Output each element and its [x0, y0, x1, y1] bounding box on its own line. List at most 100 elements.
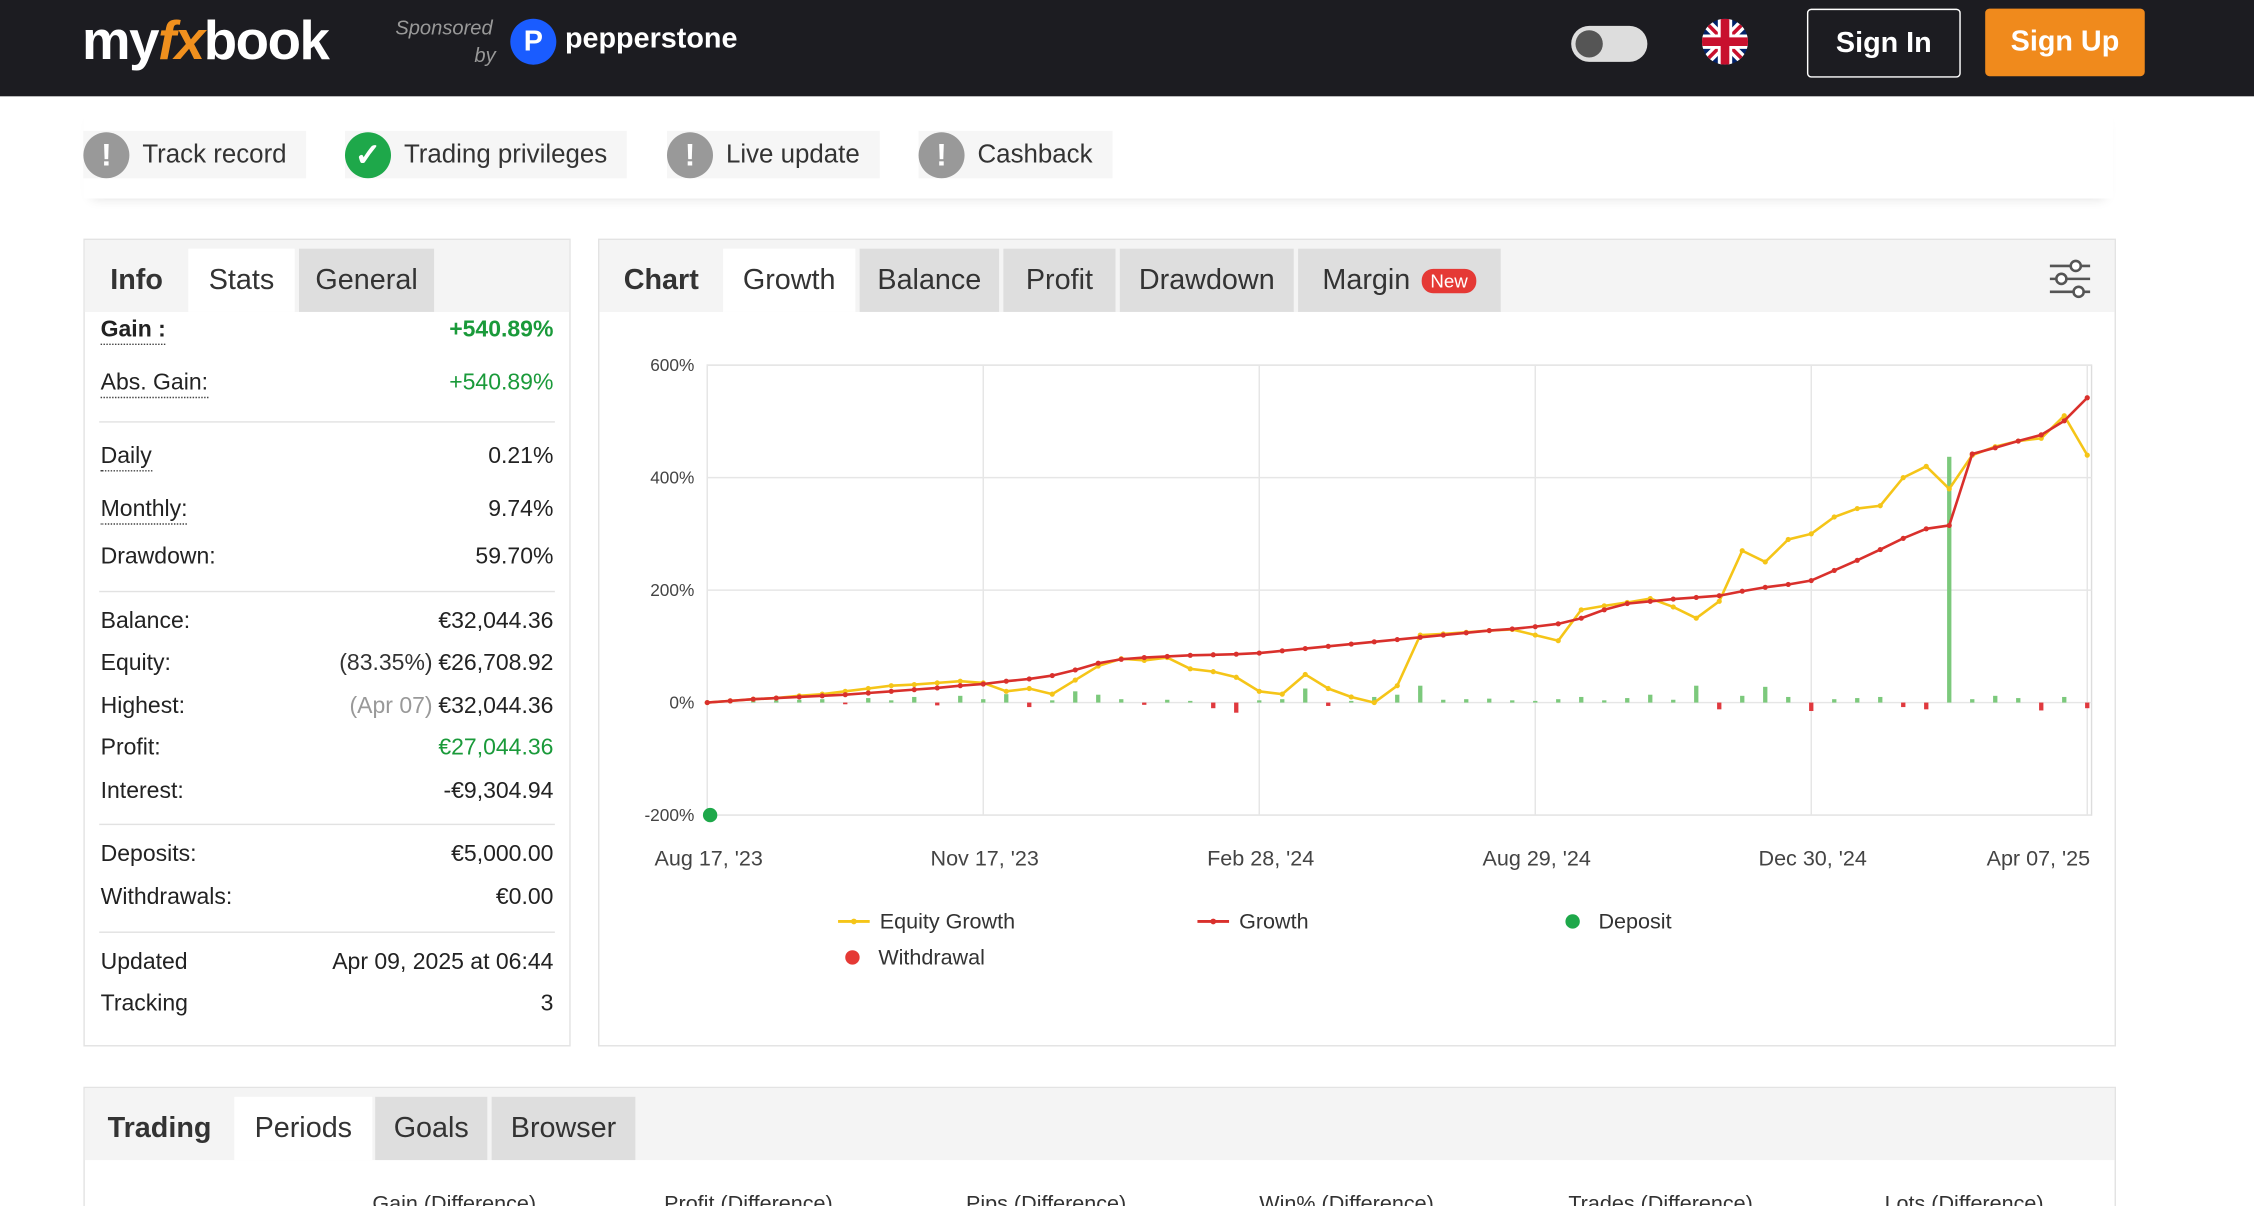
stats-panel: Info Stats General Gain : +540.89% Abs. Gain…: [83, 238, 571, 1047]
stat-row: Drawdown: 59.70%: [101, 541, 554, 576]
separator: [99, 823, 555, 826]
column-header: Pips (Difference): [966, 1191, 1127, 1206]
badge: ! Live update: [667, 130, 880, 179]
stat-value-wrap: €5,000.00: [451, 842, 553, 868]
bottom-tabs: Trading Periods Goals Browser: [84, 1088, 2115, 1161]
sponsored-text: Sponsored: [395, 15, 493, 39]
stat-value-wrap: -€9,304.94: [443, 779, 553, 805]
tab[interactable]: General: [299, 248, 435, 312]
stat-value-wrap: (83.35%) €26,708.92: [339, 651, 553, 677]
tab[interactable]: Info: [110, 263, 163, 296]
stat-value: 3: [540, 991, 554, 1017]
tab[interactable]: Trading: [107, 1111, 212, 1144]
settings-icon[interactable]: [2047, 257, 2093, 300]
stat-label: Highest:: [100, 694, 186, 719]
badge-label: Track record: [142, 139, 287, 169]
badge: ! Cashback: [918, 130, 1113, 179]
stat-value-wrap: 9.74%: [488, 497, 553, 523]
bottom-panel: Trading Periods Goals Browser Gain (Differe…: [83, 1086, 2116, 1206]
stat-row: Monthly: 9.74%: [100, 493, 553, 528]
stat-value: 0.21%: [488, 444, 554, 469]
stat-row: Profit: €27,044.36: [101, 732, 554, 767]
tab[interactable]: Periods: [234, 1096, 373, 1161]
stat-value: €27,044.36: [438, 736, 554, 761]
stat-value: +540.89%: [449, 317, 554, 343]
tab[interactable]: Goals: [375, 1096, 488, 1161]
sponsored-text: by: [474, 43, 496, 67]
column-header: Trades (Difference): [1568, 1191, 1753, 1206]
badge-label: Cashback: [977, 139, 1093, 169]
theme-toggle[interactable]: [1571, 25, 1648, 62]
badge-label: Live update: [725, 139, 860, 169]
language-flag[interactable]: [1702, 18, 1748, 65]
stat-label: Drawdown:: [100, 544, 216, 570]
column-header: Lots (Difference): [1884, 1191, 2044, 1206]
stats-tabs: Info Stats General: [84, 240, 570, 312]
warning-icon: !: [83, 131, 130, 178]
warning-icon: !: [918, 131, 965, 178]
stat-value: €32,044.36: [438, 694, 554, 719]
stat-label: Equity:: [100, 651, 171, 676]
stat-row: Balance: €32,044.36: [101, 605, 554, 640]
tab[interactable]: Margin New: [1298, 248, 1501, 312]
tab[interactable]: Profit: [1003, 248, 1116, 312]
stat-value: +540.89%: [449, 370, 554, 396]
stat-value-wrap: €0.00: [496, 886, 554, 912]
stat-note: (83.35%): [339, 651, 433, 676]
stat-row: Withdrawals: €0.00: [101, 881, 554, 916]
flag: [1702, 18, 1748, 65]
stat-value: 59.70%: [475, 544, 554, 570]
sign-up-button[interactable]: Sign Up: [1985, 8, 2145, 77]
stat-value: Apr 09, 2025 at 06:44: [332, 950, 554, 975]
stat-label: Abs. Gain:: [100, 370, 209, 398]
stat-value-wrap: +540.89%: [449, 318, 553, 344]
stat-label: Profit:: [100, 736, 161, 761]
badge: ! Track record: [83, 130, 307, 179]
stat-value: 9.74%: [488, 497, 554, 522]
column-header: Profit (Difference): [664, 1191, 833, 1206]
logo[interactable]: myfxbook: [81, 11, 330, 74]
stat-value-wrap: +540.89%: [449, 371, 553, 397]
stat-label: Daily: [100, 443, 152, 471]
stat-row: Daily 0.21%: [100, 440, 553, 475]
tab[interactable]: Balance: [859, 248, 1000, 312]
toggle-knob: [1575, 30, 1603, 58]
stat-row: Deposits: €5,000.00: [101, 838, 554, 873]
stat-label: Updated: [100, 950, 188, 975]
tab[interactable]: Chart: [623, 263, 699, 296]
stat-value-wrap: 59.70%: [475, 545, 553, 571]
stat-label: Gain :: [100, 317, 166, 345]
chart-panel: Chart Growth Balance Profit Drawdown Margin Ne…: [598, 238, 2116, 1047]
stat-value: -€9,304.94: [443, 779, 554, 804]
tab[interactable]: Stats: [188, 248, 295, 312]
stat-label: Withdrawals:: [100, 885, 233, 910]
header: myfxbook Sponsored by P pepperstone Sign…: [0, 0, 2254, 97]
badge-label: Trading privileges: [403, 139, 608, 169]
stat-label: Monthly:: [100, 497, 188, 524]
logo-part: book: [203, 11, 330, 72]
stat-row: Updated Apr 09, 2025 at 06:44: [101, 946, 554, 981]
stat-value: €5,000.00: [451, 842, 554, 867]
separator: [99, 931, 555, 933]
stat-row: Gain : +540.89%: [100, 313, 553, 348]
stat-row: Interest: -€9,304.94: [101, 775, 554, 810]
stat-value-wrap: €32,044.36: [438, 610, 553, 636]
stat-value-wrap: Apr 09, 2025 at 06:44: [332, 950, 553, 976]
stat-row: Abs. Gain: +540.89%: [100, 367, 553, 402]
stat-value: €32,044.36: [438, 609, 554, 634]
sponsor-name[interactable]: pepperstone: [564, 23, 738, 55]
column-header: Gain (Difference): [372, 1191, 537, 1206]
sign-in-button[interactable]: Sign In: [1806, 8, 1961, 78]
logo-part: my: [81, 11, 160, 72]
stat-label: Interest:: [100, 779, 184, 804]
stat-label: Deposits:: [100, 842, 197, 867]
tab[interactable]: Drawdown: [1119, 248, 1294, 312]
stat-label: Tracking: [100, 991, 188, 1017]
stat-label: Balance:: [100, 609, 191, 634]
stat-value-wrap: 0.21%: [488, 444, 553, 470]
stat-row: Highest: (Apr 07) €32,044.36: [101, 690, 554, 725]
tab[interactable]: Browser: [491, 1096, 636, 1161]
tab[interactable]: Growth: [723, 248, 856, 312]
